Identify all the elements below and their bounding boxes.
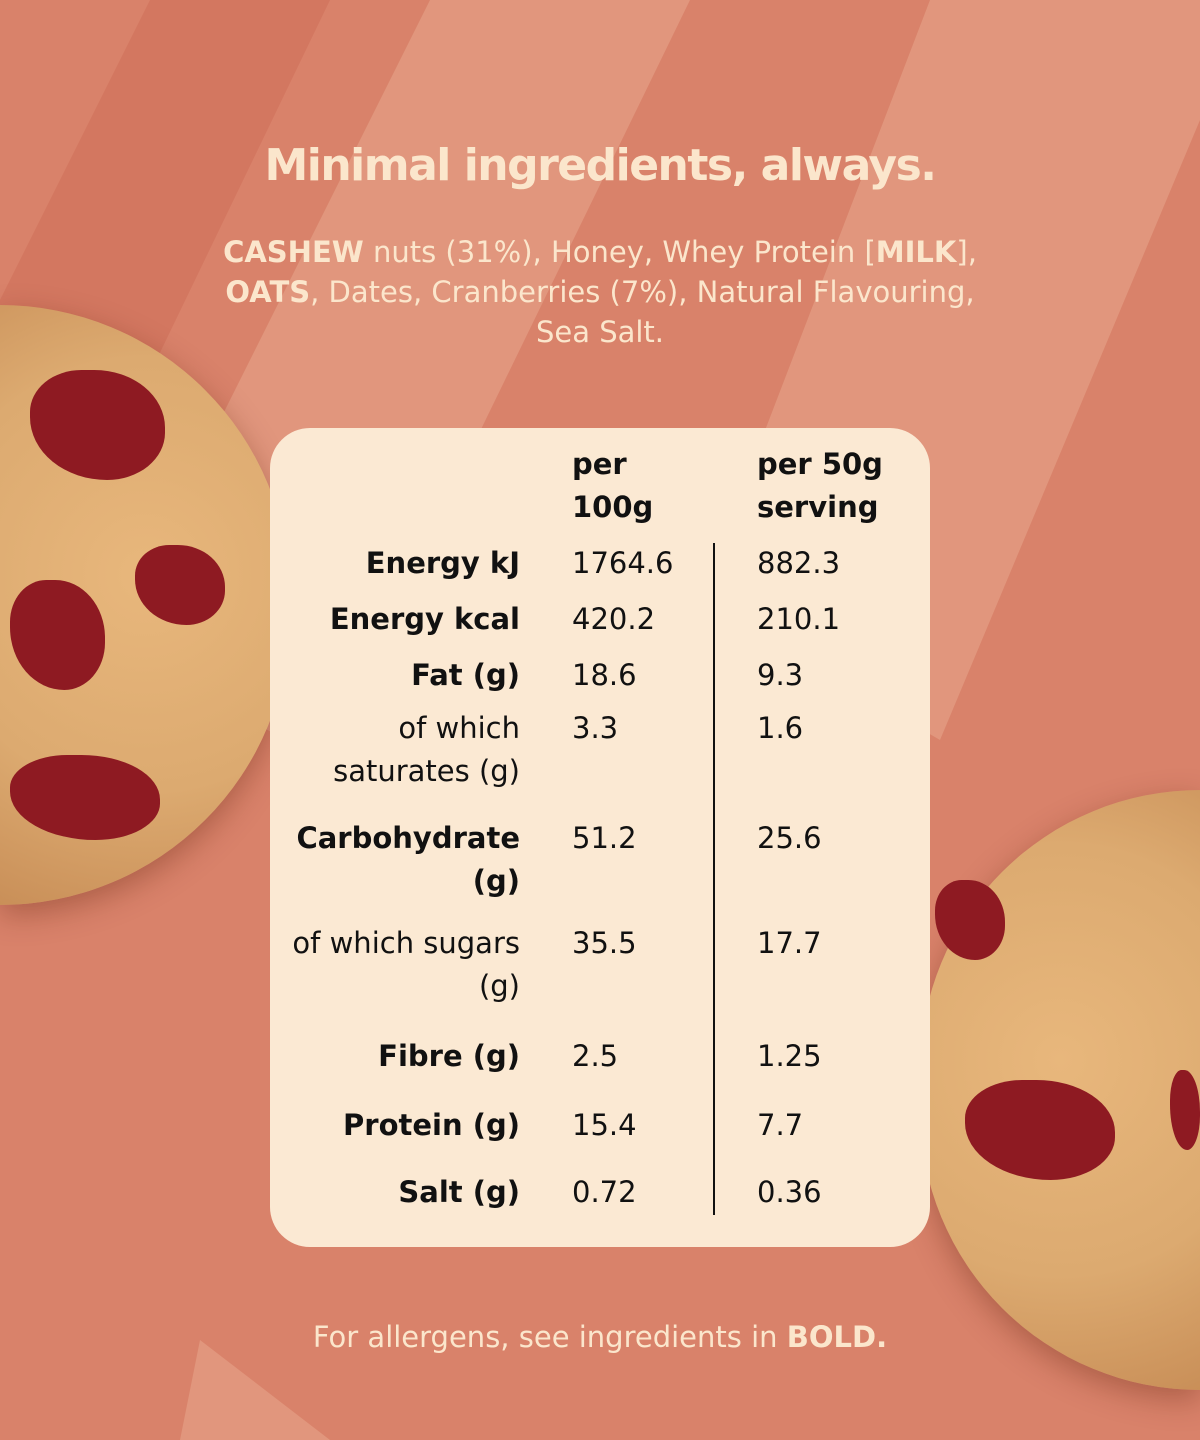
header-per-100g: per 100g (572, 443, 653, 529)
nutrition-table: per 100g per 50g serving Energy kJ 1764.6 88… (270, 428, 930, 1247)
row-label: of which saturates (g) (333, 711, 520, 788)
row-label: Fibre (g) (378, 1039, 520, 1073)
column-divider (713, 543, 715, 1215)
row-label: Carbohydrate (g) (296, 821, 520, 898)
ingredient-text: ], (956, 235, 977, 269)
value-per-100g: 420.2 (572, 602, 656, 636)
value-per-serving: 1.6 (757, 711, 804, 745)
value-per-serving: 9.3 (757, 658, 804, 692)
header-text: serving (757, 490, 879, 524)
row-label: Fat (g) (411, 658, 520, 692)
background-stripe (180, 1340, 330, 1440)
allergen-ingredient: CASHEW (223, 235, 364, 269)
header-per-serving: per 50g serving (757, 443, 883, 529)
header-text: 100g (572, 490, 654, 524)
row-label: Energy kcal (329, 602, 520, 636)
value-per-100g: 35.5 (572, 926, 637, 960)
value-per-100g: 0.72 (572, 1175, 637, 1209)
page-title: Minimal ingredients, always. (264, 140, 937, 191)
footer-text: For allergens, see ingredients in (312, 1320, 787, 1354)
ingredients-list: CASHEW nuts (31%), Honey, Whey Protein [… (200, 232, 1000, 352)
value-per-100g: 3.3 (572, 711, 619, 745)
row-label: Protein (g) (343, 1108, 520, 1142)
allergen-note: For allergens, see ingredients in BOLD. (0, 1320, 1200, 1354)
value-per-serving: 210.1 (757, 602, 841, 636)
value-per-100g: 2.5 (572, 1039, 619, 1073)
ingredient-text: nuts (31%), Honey, Whey Protein [ (363, 235, 876, 269)
allergen-ingredient: MILK (875, 235, 957, 269)
row-label: of which sugars (g) (292, 926, 520, 1003)
ingredient-text: , Dates, Cranberries (7%), Natural Flavo… (310, 275, 975, 349)
value-per-serving: 882.3 (757, 546, 841, 580)
header-text: per 50g (757, 447, 883, 481)
value-per-100g: 51.2 (572, 821, 637, 855)
header-text: per (572, 447, 627, 481)
value-per-100g: 18.6 (572, 658, 637, 692)
value-per-100g: 1764.6 (572, 546, 674, 580)
row-label: Salt (g) (398, 1175, 520, 1209)
value-per-serving: 25.6 (757, 821, 822, 855)
row-label: Energy kJ (365, 546, 520, 580)
cookie-image-left (0, 305, 290, 905)
footer-bold: BOLD. (786, 1320, 888, 1354)
value-per-serving: 0.36 (757, 1175, 822, 1209)
value-per-100g: 15.4 (572, 1108, 637, 1142)
value-per-serving: 1.25 (757, 1039, 822, 1073)
value-per-serving: 17.7 (757, 926, 822, 960)
allergen-ingredient: OATS (225, 275, 311, 309)
value-per-serving: 7.7 (757, 1108, 804, 1142)
